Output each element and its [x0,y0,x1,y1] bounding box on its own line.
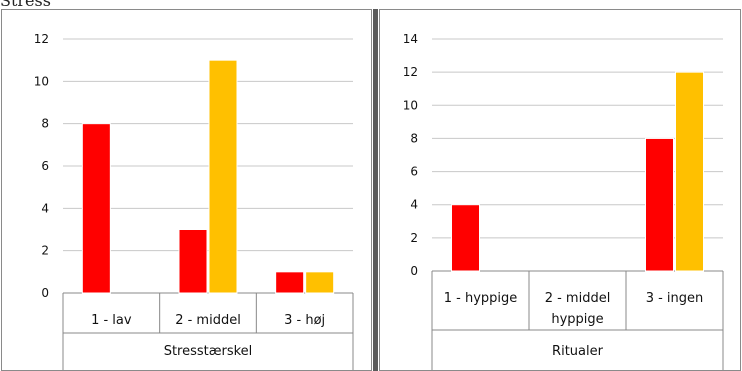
y-tick-label: 4 [41,201,49,215]
y-tick-label: 8 [410,131,418,145]
bar [178,229,208,294]
panel-divider [373,9,378,371]
x-axis-title: Ritualer [552,344,604,359]
x-category-label: 3 - høj [284,313,325,328]
y-tick-label: 6 [41,159,49,173]
y-tick-label: 0 [410,264,418,278]
bar [451,204,480,272]
bar [675,71,704,272]
bar [305,271,335,294]
y-tick-label: 12 [403,65,418,79]
x-category-label: 2 - middel [545,291,611,306]
x-axis-title: Stresstærskel [164,344,253,359]
chart-panel-ritualer: 0 2 4 6 8 10 12 14 1 - hyppige 2 - middel hyppige 3… [379,9,741,371]
bar [208,59,238,294]
y-tick-label: 10 [34,74,49,88]
x-category-label: 1 - lav [91,313,132,328]
y-tick-label: 8 [41,117,49,131]
bar [275,271,305,294]
bar [645,137,674,272]
chart-ritualer: 0 2 4 6 8 10 12 14 1 - hyppige 2 - middel hyppige 3… [403,32,724,370]
x-category-label: 2 - middel [175,313,241,328]
chart-stresstaerskel: 0 2 4 6 8 10 12 1 - lav 2 - middel 3 - høj Stresst… [34,32,354,370]
x-category-label: 3 - ingen [646,291,704,306]
page-header-text: Stress [0,0,51,10]
y-tick-label: 10 [403,98,418,112]
bar [81,123,111,294]
y-tick-label: 12 [34,32,49,46]
y-tick-label: 6 [410,165,418,179]
chart-panel-stresstaerskel: 0 2 4 6 8 10 12 1 - lav 2 - middel 3 - høj Stresst… [1,9,372,371]
y-tick-label: 2 [410,231,418,245]
y-tick-label: 14 [403,32,418,46]
x-category-label: 1 - hyppige [444,291,518,306]
y-tick-label: 4 [410,198,418,212]
y-tick-label: 0 [41,286,49,300]
y-tick-label: 2 [41,244,49,258]
x-category-label: hyppige [551,312,603,327]
